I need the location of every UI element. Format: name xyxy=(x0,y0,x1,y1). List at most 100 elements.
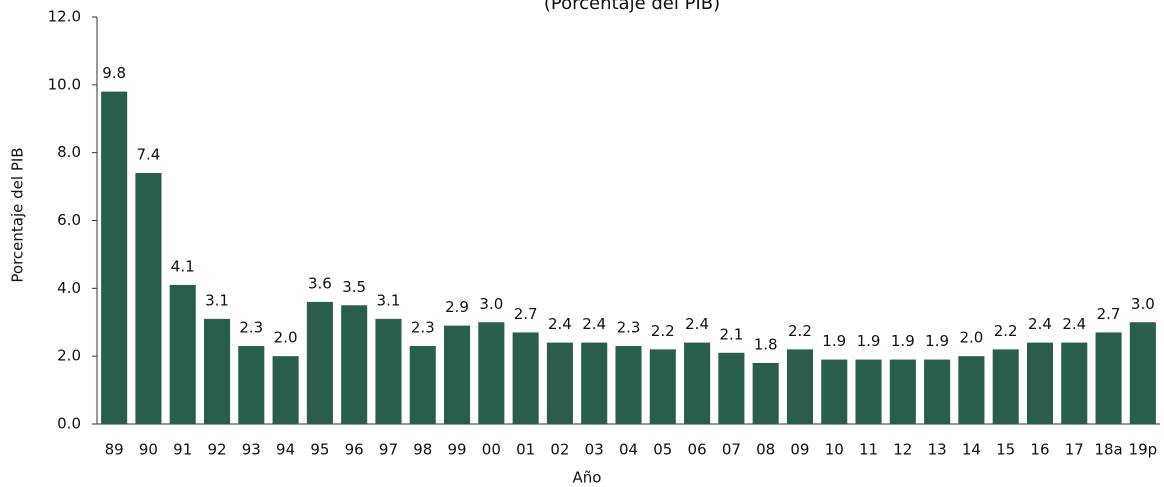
x-tick-label: 90 xyxy=(139,441,158,459)
value-label: 4.1 xyxy=(171,257,195,275)
bar xyxy=(546,342,573,424)
y-tick-label: 12.0 xyxy=(48,8,81,26)
bar xyxy=(684,342,711,424)
bar xyxy=(1026,342,1054,424)
bar xyxy=(1095,332,1122,424)
x-tick-label: 17 xyxy=(1065,441,1084,459)
y-tick-label: 2.0 xyxy=(57,347,81,365)
bar xyxy=(889,359,916,424)
value-label: 2.3 xyxy=(239,318,263,336)
x-tick-label: 04 xyxy=(619,441,638,459)
bar xyxy=(958,356,985,424)
value-label: 2.7 xyxy=(1097,305,1121,323)
value-label: 2.4 xyxy=(685,315,709,333)
y-axis-label: Porcentaje del PIB xyxy=(9,147,27,282)
x-tick-label: 97 xyxy=(379,441,398,459)
x-tick-label: 18a xyxy=(1094,441,1122,459)
x-tick-label: 99 xyxy=(448,441,467,459)
x-tick-label: 14 xyxy=(962,441,981,459)
bar xyxy=(1061,342,1088,424)
value-label: 3.0 xyxy=(479,295,503,313)
x-tick-label: 03 xyxy=(585,441,604,459)
bar xyxy=(341,305,368,424)
bar xyxy=(375,318,402,424)
x-tick-label: 94 xyxy=(276,441,295,459)
x-tick-label: 12 xyxy=(893,441,912,459)
x-tick-label: 92 xyxy=(207,441,226,459)
x-tick-label: 02 xyxy=(550,441,569,459)
value-label: 2.3 xyxy=(411,318,435,336)
x-tick-label: 98 xyxy=(413,441,432,459)
x-tick-label: 07 xyxy=(722,441,741,459)
bar xyxy=(135,173,162,424)
bar xyxy=(821,359,848,424)
value-label: 2.0 xyxy=(959,329,983,347)
bar xyxy=(409,345,436,424)
bar xyxy=(444,325,471,424)
y-tick-label: 10.0 xyxy=(48,75,81,93)
bar xyxy=(272,356,299,424)
value-label: 1.9 xyxy=(891,332,915,350)
bar xyxy=(238,345,265,424)
value-label: 2.3 xyxy=(617,318,641,336)
bar xyxy=(478,322,505,424)
x-tick-label: 06 xyxy=(688,441,707,459)
value-label: 3.1 xyxy=(377,291,401,309)
x-tick-label: 00 xyxy=(482,441,501,459)
x-tick-label: 11 xyxy=(859,441,878,459)
x-tick-label: 09 xyxy=(790,441,809,459)
value-label: 1.8 xyxy=(754,335,778,353)
value-label: 7.4 xyxy=(137,146,161,164)
value-label: 2.2 xyxy=(651,322,675,340)
value-label: 2.4 xyxy=(1062,315,1086,333)
bar xyxy=(786,349,813,424)
x-tick-label: 96 xyxy=(345,441,364,459)
x-tick-label: 89 xyxy=(105,441,124,459)
value-label: 2.1 xyxy=(719,325,743,343)
x-tick-label: 16 xyxy=(1030,441,1049,459)
x-tick-label: 95 xyxy=(310,441,329,459)
x-tick-label: 91 xyxy=(173,441,192,459)
bar xyxy=(615,345,642,424)
x-tick-label: 93 xyxy=(242,441,261,459)
value-label: 3.6 xyxy=(308,274,332,292)
x-tick-label: 05 xyxy=(653,441,672,459)
value-label: 2.9 xyxy=(445,298,469,316)
bar xyxy=(924,359,951,424)
x-axis-label: Año xyxy=(573,469,602,487)
value-label: 2.7 xyxy=(514,305,538,323)
value-label: 2.0 xyxy=(274,329,298,347)
value-label: 2.4 xyxy=(548,315,572,333)
y-tick-label: 4.0 xyxy=(57,279,81,297)
value-label: 2.2 xyxy=(788,322,812,340)
value-label: 3.5 xyxy=(342,278,366,296)
bar xyxy=(1129,322,1156,424)
y-tick-label: 0.0 xyxy=(57,415,81,433)
value-label: 2.4 xyxy=(582,315,606,333)
x-tick-label: 13 xyxy=(928,441,947,459)
bar xyxy=(203,318,231,424)
bar xyxy=(306,301,333,424)
value-label: 2.4 xyxy=(1028,315,1052,333)
x-tick-label: 10 xyxy=(825,441,844,459)
x-tick-label: 19p xyxy=(1129,441,1158,459)
x-tick-label: 15 xyxy=(996,441,1015,459)
x-tick-label: 01 xyxy=(516,441,535,459)
value-label: 9.8 xyxy=(102,64,126,82)
x-tick-label: 08 xyxy=(756,441,775,459)
value-label: 1.9 xyxy=(925,332,949,350)
y-tick-label: 6.0 xyxy=(57,211,81,229)
bar xyxy=(718,352,745,424)
bar xyxy=(649,349,676,424)
bar xyxy=(855,359,882,424)
value-label: 2.2 xyxy=(994,322,1018,340)
bar xyxy=(992,349,1019,424)
bar xyxy=(169,284,196,424)
y-tick-label: 8.0 xyxy=(57,143,81,161)
bar xyxy=(752,362,779,424)
bar xyxy=(101,91,128,424)
bar xyxy=(581,342,608,424)
value-label: 3.1 xyxy=(205,291,229,309)
